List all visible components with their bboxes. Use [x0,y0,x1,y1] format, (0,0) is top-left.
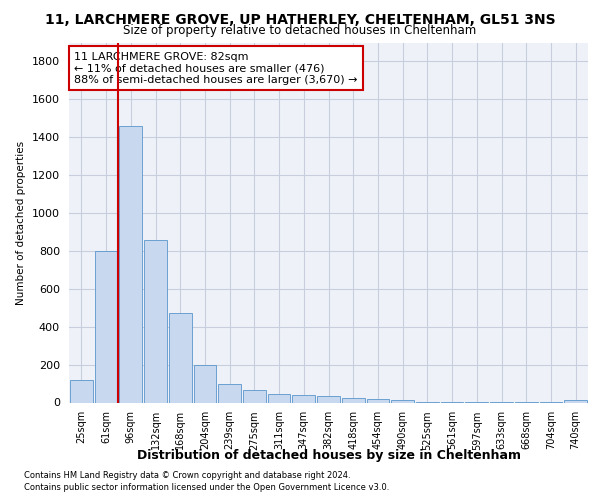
Bar [218,384,241,402]
Y-axis label: Number of detached properties: Number of detached properties [16,140,26,304]
Text: Distribution of detached houses by size in Cheltenham: Distribution of detached houses by size … [137,448,521,462]
Text: 11, LARCHMERE GROVE, UP HATHERLEY, CHELTENHAM, GL51 3NS: 11, LARCHMERE GROVE, UP HATHERLEY, CHELT… [44,12,556,26]
Text: Contains public sector information licensed under the Open Government Licence v3: Contains public sector information licen… [24,483,389,492]
Bar [119,126,142,402]
Text: 11 LARCHMERE GROVE: 82sqm
← 11% of detached houses are smaller (476)
88% of semi: 11 LARCHMERE GROVE: 82sqm ← 11% of detac… [74,52,358,84]
Bar [292,396,315,402]
Bar [268,394,290,402]
Bar [169,312,191,402]
Bar [144,240,167,402]
Bar [342,398,365,402]
Text: Size of property relative to detached houses in Cheltenham: Size of property relative to detached ho… [124,24,476,37]
Bar [70,380,93,402]
Bar [317,396,340,402]
Bar [367,398,389,402]
Bar [391,400,414,402]
Bar [95,251,118,402]
Bar [564,400,587,402]
Bar [243,390,266,402]
Text: Contains HM Land Registry data © Crown copyright and database right 2024.: Contains HM Land Registry data © Crown c… [24,471,350,480]
Bar [194,364,216,403]
